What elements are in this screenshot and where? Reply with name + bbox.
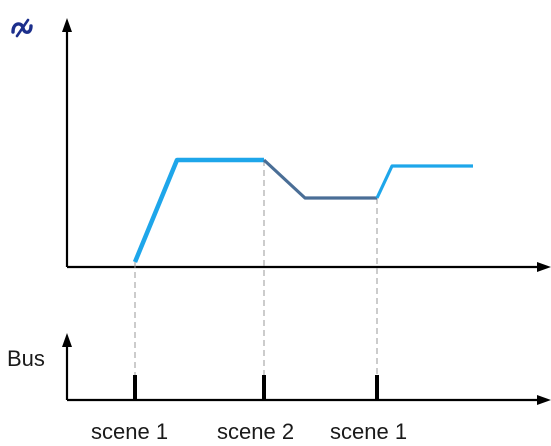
scene-label-3: scene 1 xyxy=(330,419,407,444)
curve-fall-segment xyxy=(262,158,377,200)
curve-rise-segment xyxy=(132,157,264,263)
scene-label-2: scene 2 xyxy=(217,419,294,444)
bus-x-axis-arrow xyxy=(537,395,551,405)
upper-x-axis-arrow xyxy=(537,262,551,272)
bus-y-axis-arrow xyxy=(62,333,72,347)
dimming-symbol-icon xyxy=(11,18,33,38)
scene-label-1: scene 1 xyxy=(91,419,168,444)
upper-y-axis-arrow xyxy=(62,18,72,32)
bus-axis-label: Bus xyxy=(7,346,45,371)
curve-step-segment xyxy=(375,164,473,199)
